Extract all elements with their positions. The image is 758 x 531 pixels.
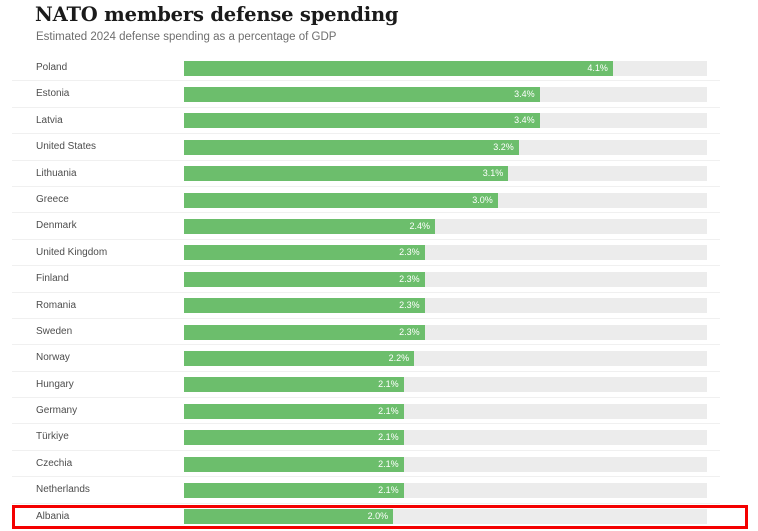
chart-row: Denmark 2.4% bbox=[0, 213, 758, 241]
chart-title: NATO members defense spending bbox=[35, 3, 399, 26]
country-label: Denmark bbox=[36, 220, 77, 232]
country-label: Germany bbox=[36, 405, 78, 417]
chart-row: Sweden 2.3% bbox=[0, 319, 758, 346]
bar-track: 2.0% bbox=[184, 509, 707, 525]
country-label: Finland bbox=[36, 273, 69, 285]
chart-row: Hungary 2.1% bbox=[0, 372, 758, 399]
country-label: Hungary bbox=[36, 378, 74, 390]
bar-fill: 2.1% bbox=[184, 377, 404, 393]
bar-value-label: 2.1% bbox=[378, 379, 399, 390]
country-label: United States bbox=[36, 141, 97, 153]
bar-track: 2.3% bbox=[184, 324, 707, 340]
bar-value-label: 2.3% bbox=[399, 326, 420, 337]
bar-value-label: 2.1% bbox=[378, 405, 399, 416]
bar-value-label: 2.1% bbox=[378, 432, 399, 443]
bar-value-label: 3.4% bbox=[514, 115, 535, 126]
bar-fill: 3.4% bbox=[184, 113, 540, 129]
bar-track: 3.4% bbox=[184, 113, 707, 129]
bar-fill: 2.1% bbox=[184, 403, 404, 419]
bar-value-label: 2.1% bbox=[378, 458, 399, 469]
chart-row: Albania 2.0% bbox=[0, 504, 758, 530]
bar-track: 4.1% bbox=[184, 60, 707, 76]
bar-fill: 2.1% bbox=[184, 430, 404, 446]
bar-fill: 2.3% bbox=[184, 324, 425, 340]
bar-track: 3.4% bbox=[184, 87, 707, 103]
chart-row: Germany 2.1% bbox=[0, 398, 758, 425]
bar-track: 2.1% bbox=[184, 482, 707, 498]
bar-fill: 4.1% bbox=[184, 60, 613, 76]
bar-value-label: 2.0% bbox=[367, 511, 389, 522]
country-label: Poland bbox=[36, 62, 68, 73]
country-label: Greece bbox=[36, 193, 69, 205]
bar-fill: 2.1% bbox=[184, 456, 404, 472]
chart-row: Poland 4.1% bbox=[0, 55, 758, 82]
chart-row: Latvia 3.4% bbox=[0, 108, 758, 135]
bar-track: 3.2% bbox=[184, 139, 707, 155]
country-label: Lithuania bbox=[36, 167, 77, 179]
country-label: Czechia bbox=[36, 457, 73, 469]
bar-value-label: 3.1% bbox=[482, 168, 504, 179]
bar-fill: 2.3% bbox=[184, 271, 425, 287]
bar-fill: 2.0% bbox=[184, 509, 394, 525]
bar-track: 2.3% bbox=[184, 298, 707, 314]
bar-chart: Poland 4.1% Estonia 3.4% Latvia 3.4% United St… bbox=[0, 55, 758, 530]
country-label: Albania bbox=[36, 510, 70, 522]
bar-track: 2.4% bbox=[184, 219, 707, 235]
bar-track: 2.1% bbox=[184, 377, 707, 393]
bar-track: 2.3% bbox=[184, 271, 707, 287]
bar-track: 2.1% bbox=[184, 456, 707, 472]
bar-value-label: 2.1% bbox=[378, 484, 399, 495]
chart-row: Netherlands 2.1% bbox=[0, 477, 758, 505]
bar-track: 2.2% bbox=[184, 350, 707, 366]
bar-fill: 2.2% bbox=[184, 350, 415, 366]
bar-fill: 2.3% bbox=[184, 298, 425, 314]
country-label: Romania bbox=[36, 299, 77, 311]
bar-value-label: 2.3% bbox=[399, 247, 420, 258]
chart-row: Norway 2.2% bbox=[0, 345, 758, 373]
country-label: Sweden bbox=[36, 325, 73, 337]
chart-row: Greece 3.0% bbox=[0, 187, 758, 214]
country-label: United Kingdom bbox=[36, 246, 108, 258]
chart-subtitle: Estimated 2024 defense spending as a per… bbox=[36, 31, 337, 43]
bar-fill: 3.2% bbox=[184, 139, 519, 155]
chart-row: Romania 2.3% bbox=[0, 293, 758, 320]
country-label: Türkiye bbox=[36, 431, 69, 443]
bar-fill: 3.0% bbox=[184, 192, 498, 208]
bar-value-label: 2.2% bbox=[388, 352, 410, 363]
chart-row: United Kingdom 2.3% bbox=[0, 240, 758, 267]
bar-value-label: 2.3% bbox=[399, 300, 420, 311]
bar-track: 3.0% bbox=[184, 192, 707, 208]
bar-value-label: 3.4% bbox=[514, 89, 535, 100]
chart-row: Lithuania 3.1% bbox=[0, 161, 758, 188]
country-label: Netherlands bbox=[36, 484, 90, 496]
chart-row: Finland 2.3% bbox=[0, 266, 758, 293]
bar-track: 2.3% bbox=[184, 245, 707, 261]
chart-row: Türkiye 2.1% bbox=[0, 424, 758, 452]
bar-value-label: 2.4% bbox=[409, 221, 431, 232]
bar-fill: 2.4% bbox=[184, 219, 436, 235]
bar-track: 3.1% bbox=[184, 166, 707, 182]
bar-fill: 3.4% bbox=[184, 87, 540, 103]
chart-row: United States 3.2% bbox=[0, 134, 758, 161]
chart-row: Czechia 2.1% bbox=[0, 451, 758, 478]
bar-track: 2.1% bbox=[184, 403, 707, 419]
bar-value-label: 3.2% bbox=[493, 141, 514, 152]
bar-value-label: 3.0% bbox=[472, 194, 493, 205]
bar-value-label: 2.3% bbox=[399, 273, 420, 284]
bar-value-label: 4.1% bbox=[587, 62, 608, 73]
country-label: Estonia bbox=[36, 88, 70, 100]
bar-fill: 2.1% bbox=[184, 482, 404, 498]
country-label: Latvia bbox=[36, 114, 63, 126]
bar-fill: 2.3% bbox=[184, 245, 425, 261]
chart-row: Estonia 3.4% bbox=[0, 81, 758, 109]
bar-track: 2.1% bbox=[184, 430, 707, 446]
country-label: Norway bbox=[36, 352, 70, 364]
bar-fill: 3.1% bbox=[184, 166, 509, 182]
